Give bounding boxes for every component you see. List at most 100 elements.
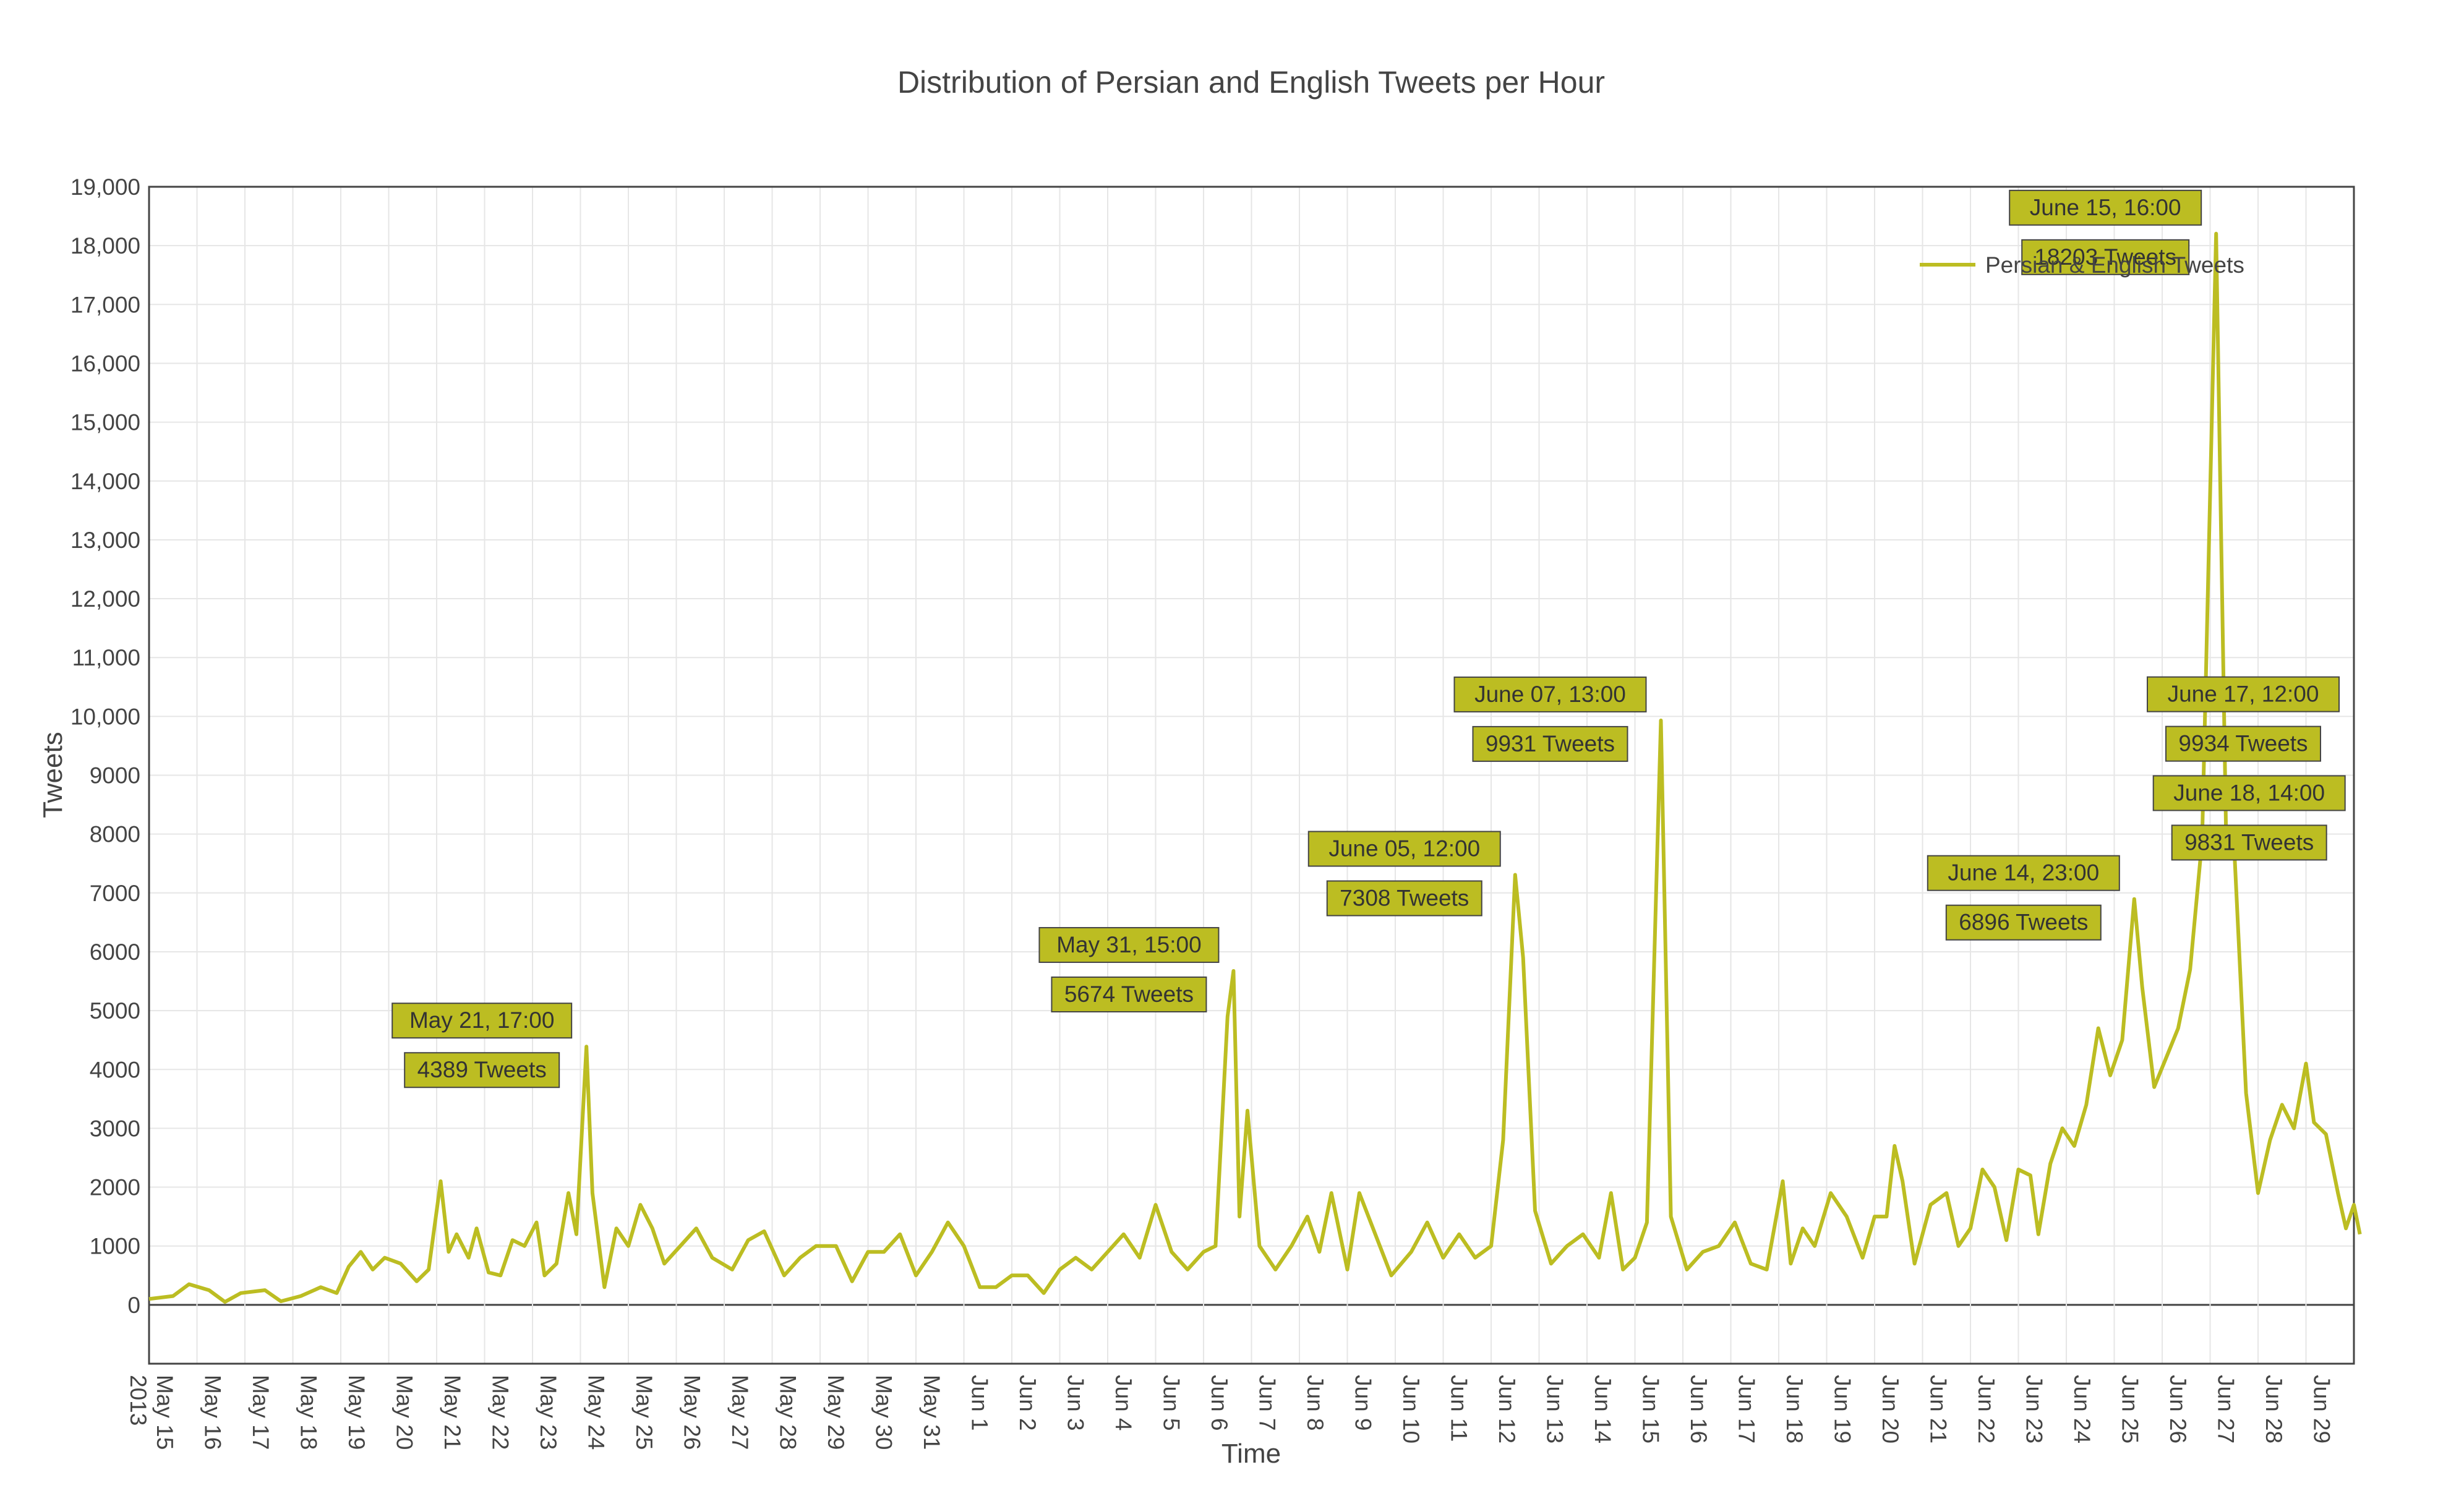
annotation-date-label: June 17, 12:00 [2168,682,2319,707]
x-tick-label: May 25 [631,1375,657,1450]
y-tick-label: 10,000 [71,704,140,729]
annotation-value-box [1945,904,2102,941]
x-tick-label: Jun 13 [1542,1375,1568,1443]
x-tick-label: Jun 8 [1303,1375,1328,1431]
x-tick-label: Jun 27 [2214,1375,2239,1443]
series-layer [148,231,2362,1304]
x-tick-label: May 24 [584,1375,609,1450]
y-tick-label: 13,000 [71,528,140,553]
grid [148,186,2354,1364]
x-tick-label: Jun 6 [1207,1375,1232,1431]
annotation-value-box [404,1052,560,1088]
x-tick-label: Jun 2 [1015,1375,1040,1431]
annotation: June 14, 23:00 6896 Tweets [1927,855,2120,941]
x-tick-label: Jun 18 [1782,1375,1807,1443]
x-tick-label: Jun 1 [967,1375,993,1431]
x-tick-year-label: 2013 [126,1375,151,1426]
x-tick-label: Jun 4 [1111,1375,1136,1431]
x-axis-title: Time [1221,1439,1281,1469]
annotation-date-label: June 05, 12:00 [1328,836,1480,861]
annotation-value-box [1051,976,1207,1012]
y-tick-label: 15,000 [71,410,140,435]
x-tick-label: Jun 28 [2261,1375,2286,1443]
annotation-value-label: 5674 Tweets [1064,981,1194,1007]
y-tick-label: 17,000 [71,292,140,317]
x-tick-label: Jun 20 [1878,1375,1903,1443]
annotation-date-label: May 21, 17:00 [409,1007,554,1033]
x-tick-label: May 16 [200,1375,226,1450]
annotation-date-box [2147,676,2340,712]
y-tick-label: 16,000 [71,351,140,376]
annotation-date-box [1307,831,1501,867]
x-tick-label: Jun 7 [1255,1375,1280,1431]
y-tick-label: 2000 [90,1175,140,1200]
x-tick-label: Jun 25 [2118,1375,2143,1443]
annotation-value-box [1472,725,1628,762]
annotation-date-label: June 18, 14:00 [2173,780,2325,805]
x-tick-label: Jun 24 [2069,1375,2095,1443]
legend-label: Persian & English Tweets [1985,252,2244,278]
annotation-date-label: June 14, 23:00 [1948,860,2099,886]
x-tick-label: Jun 10 [1398,1375,1424,1443]
x-tick-label: Jun 17 [1734,1375,1760,1443]
y-tick-label: 5000 [90,998,140,1024]
annotation-date-label: May 31, 15:00 [1056,932,1201,957]
x-tick-label: Jun 26 [2165,1375,2191,1443]
x-tick-label: Jun 5 [1159,1375,1184,1431]
y-tick-label: 12,000 [71,586,140,612]
annotation-value-label: 9931 Tweets [1486,731,1615,756]
annotation-value-label: 7308 Tweets [1340,885,1469,910]
annotations: May 21, 17:00 4389 Tweets May 31, 15:00 567… [391,189,2346,1088]
annotation-date-box [1927,855,2120,891]
x-tick-label: May 31 [919,1375,944,1450]
x-tick-label: May 19 [344,1375,369,1450]
x-tick-label: Jun 15 [1638,1375,1664,1443]
series-line [148,231,2362,1304]
annotation: May 31, 15:00 5674 Tweets [1038,926,1220,1012]
y-tick-label: 8000 [90,822,140,847]
x-tick-label: May 30 [871,1375,897,1450]
x-tick-label: May 22 [488,1375,513,1450]
x-tick-label: Jun 19 [1830,1375,1855,1443]
annotation-value-label: 9934 Tweets [2178,731,2308,756]
annotation: May 21, 17:00 4389 Tweets [391,1003,573,1088]
x-tick-label: Jun 16 [1686,1375,1711,1443]
annotation-value-label: 9831 Tweets [2184,829,2314,855]
annotation-date-label: June 07, 13:00 [1474,682,1626,707]
x-tick-label: Jun 23 [2022,1375,2047,1443]
x-tick-label: May 23 [536,1375,561,1450]
annotation-value-box [2171,824,2327,861]
annotation-value-label: 6896 Tweets [1959,910,2088,935]
y-axis-ticks: 0 1000 2000 3000 4000 5000 6000 7000 8000 9000 10,… [71,174,140,1318]
annotation-date-box [2009,189,2202,226]
x-tick-label: Jun 22 [1974,1375,1999,1443]
y-tick-label: 7000 [90,881,140,906]
annotation: June 05, 12:00 7308 Tweets [1307,831,1501,917]
y-tick-label: 14,000 [71,469,140,494]
annotation-date-box [1038,926,1220,963]
y-tick-label: 4000 [90,1057,140,1082]
legend[interactable]: Persian & English Tweets [1920,252,2244,278]
y-tick-label: 11,000 [72,645,140,670]
x-tick-label: Jun 9 [1351,1375,1376,1431]
annotation-date-box [391,1003,573,1039]
x-tick-label: May 26 [680,1375,705,1450]
annotation: June 15, 16:00 18203 Tweets [2009,189,2202,275]
x-tick-label: Jun 3 [1063,1375,1089,1431]
x-tick-label: May 21 [440,1375,465,1450]
y-tick-label: 3000 [90,1116,140,1141]
x-tick-label: Jun 11 [1447,1375,1472,1442]
annotation-value-box [1326,880,1482,917]
y-tick-label: 18,000 [71,233,140,259]
y-tick-label: 6000 [90,939,140,965]
annotation: June 07, 13:00 9931 Tweets [1453,676,1647,762]
y-tick-label: 19,000 [71,174,140,200]
x-tick-label: May 29 [823,1375,849,1450]
x-tick-label: May 15 [152,1375,178,1450]
x-tick-label: May 28 [776,1375,801,1450]
annotation-date-box [1453,676,1647,712]
annotation-value-box [2165,725,2321,762]
chart-title: Distribution of Persian and English Twee… [897,65,1605,100]
x-tick-label: Jun 12 [1494,1375,1520,1443]
